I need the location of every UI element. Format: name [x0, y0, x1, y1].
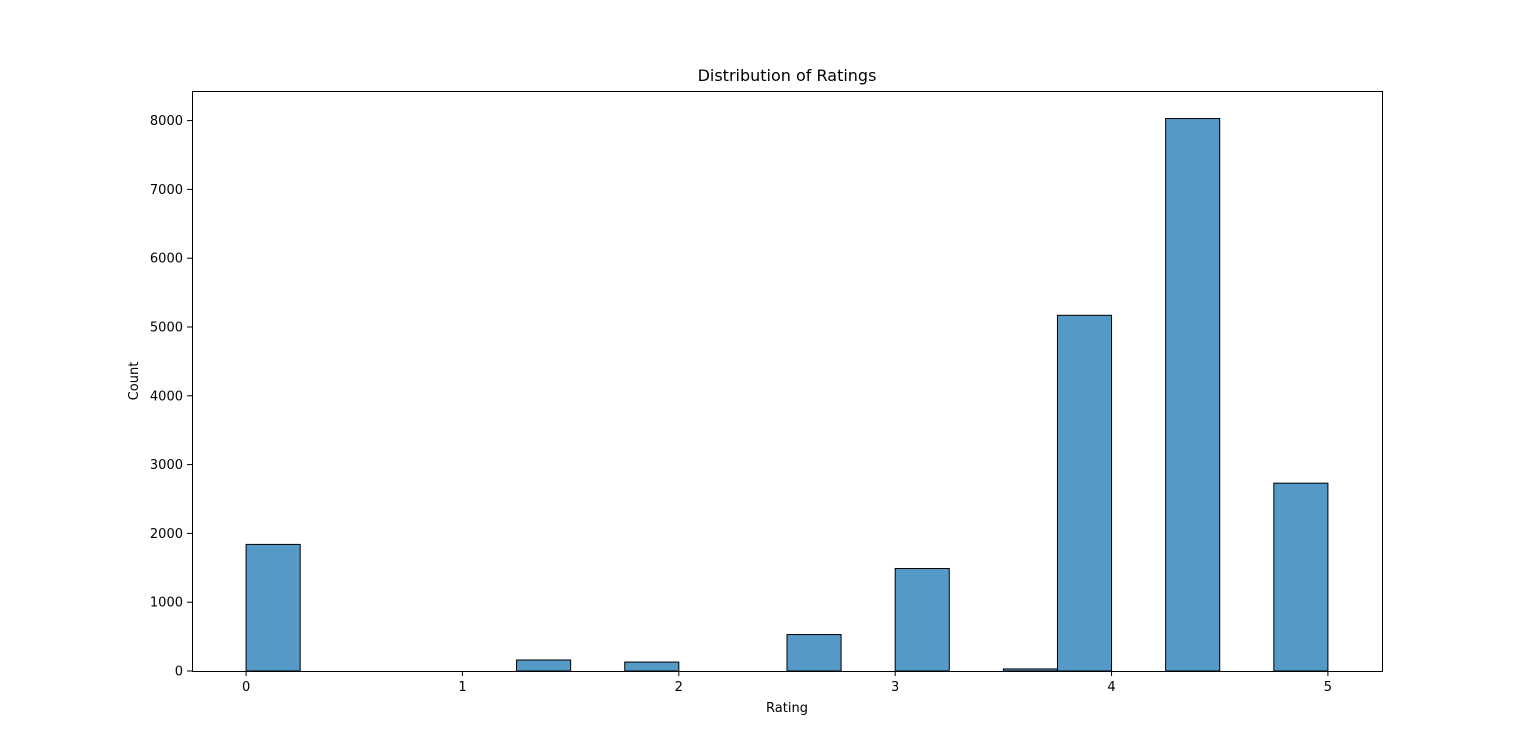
- plot-frame: [192, 91, 1383, 672]
- y-tick-label: 6000: [150, 252, 183, 267]
- y-tick-label: 3000: [150, 458, 183, 473]
- y-tick-label: 1000: [150, 596, 183, 611]
- x-tick-label: 3: [891, 680, 899, 695]
- histogram-bar: [1273, 482, 1329, 672]
- histogram-bar: [1056, 314, 1113, 672]
- chart-title: Distribution of Ratings: [698, 66, 877, 85]
- y-tick-label: 5000: [150, 320, 183, 335]
- x-tick-label: 0: [242, 680, 250, 695]
- x-tick-label: 2: [675, 680, 683, 695]
- y-axis-label: Count: [127, 362, 142, 401]
- y-tick-label: 4000: [150, 389, 183, 404]
- y-tick-label: 7000: [150, 183, 183, 198]
- histogram-bar: [245, 543, 301, 672]
- bars-group: [245, 118, 1329, 672]
- histogram-bar: [786, 634, 842, 672]
- ticks-group: 0 1 2 3 4 5 0 1000 2000 3000 4000 5000 6000 7000 8000: [150, 114, 1332, 695]
- histogram-bar: [624, 661, 680, 672]
- histogram-bar: [516, 659, 572, 672]
- y-tick-label: 2000: [150, 527, 183, 542]
- x-tick-label: 1: [458, 680, 466, 695]
- histogram-bar: [1165, 118, 1221, 672]
- y-tick-label: 0: [175, 665, 183, 680]
- x-tick-label: 4: [1107, 680, 1115, 695]
- histogram-bar: [894, 567, 950, 672]
- x-axis-label: Rating: [766, 701, 808, 716]
- x-tick-label: 5: [1324, 680, 1332, 695]
- histogram-bar: [1002, 668, 1058, 672]
- y-tick-label: 8000: [150, 114, 183, 129]
